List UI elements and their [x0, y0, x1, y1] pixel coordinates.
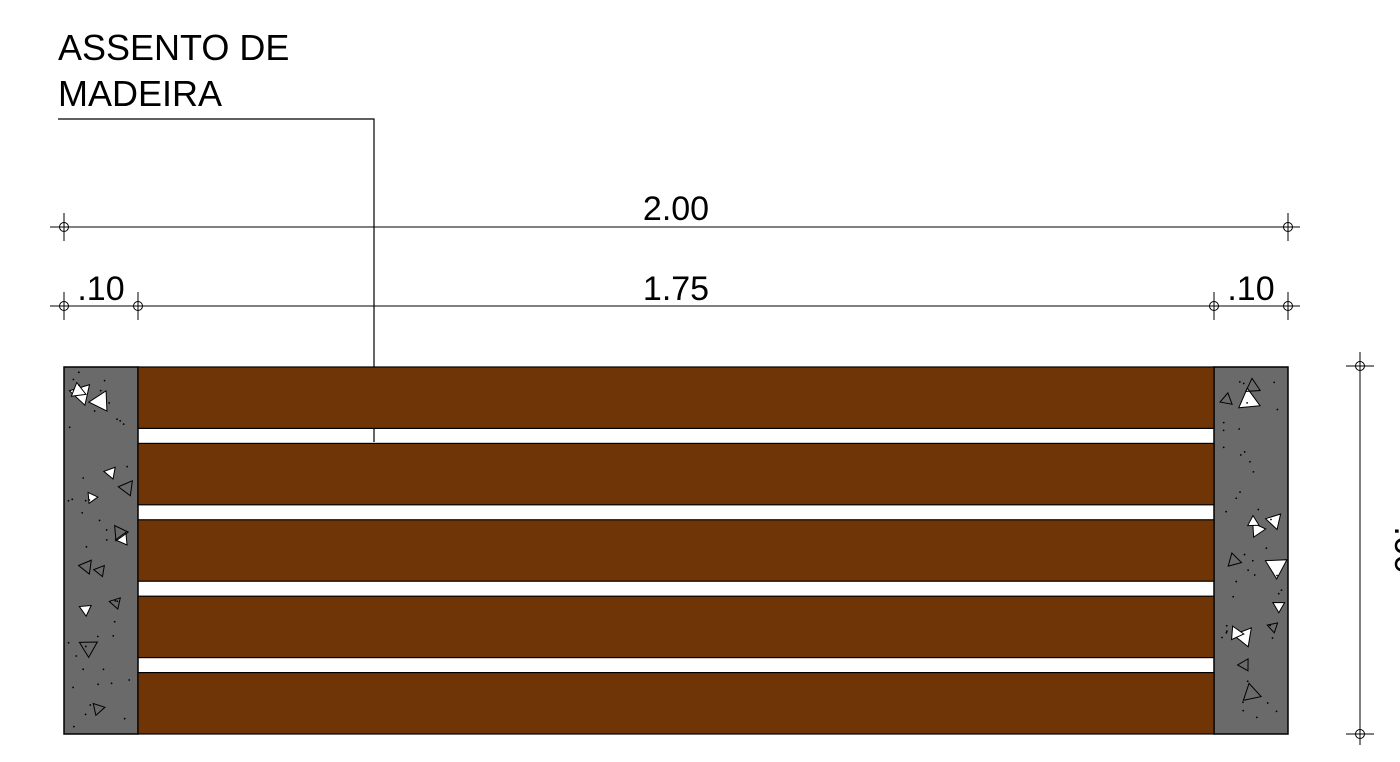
wooden-slat [137, 519, 1215, 582]
dimension-height-label: .60 [1387, 526, 1400, 573]
dimension-total-width-label: 2.00 [643, 190, 709, 228]
dimension-left-pillar-label: .10 [77, 270, 124, 308]
wooden-slat [137, 366, 1215, 430]
concrete-pillar-left [63, 366, 139, 735]
concrete-pillar-right [1213, 366, 1289, 735]
dimension-height: .60 [1346, 352, 1400, 745]
wooden-slat [137, 442, 1215, 506]
dimension-seat-span-label: 1.75 [643, 270, 709, 308]
label-leader-line [58, 118, 375, 442]
dimension-right-pillar-label: .10 [1227, 270, 1274, 308]
wooden-slat [137, 595, 1215, 659]
wooden-slat [137, 671, 1215, 735]
dimension-partial-widths: .10 1.75 .10 [50, 270, 1300, 320]
dimension-total-width: 2.00 [50, 190, 1300, 241]
wooden-slats [137, 366, 1215, 735]
label-line-1: ASSENTO DE [58, 27, 289, 68]
label-line-2: MADEIRA [58, 73, 222, 114]
